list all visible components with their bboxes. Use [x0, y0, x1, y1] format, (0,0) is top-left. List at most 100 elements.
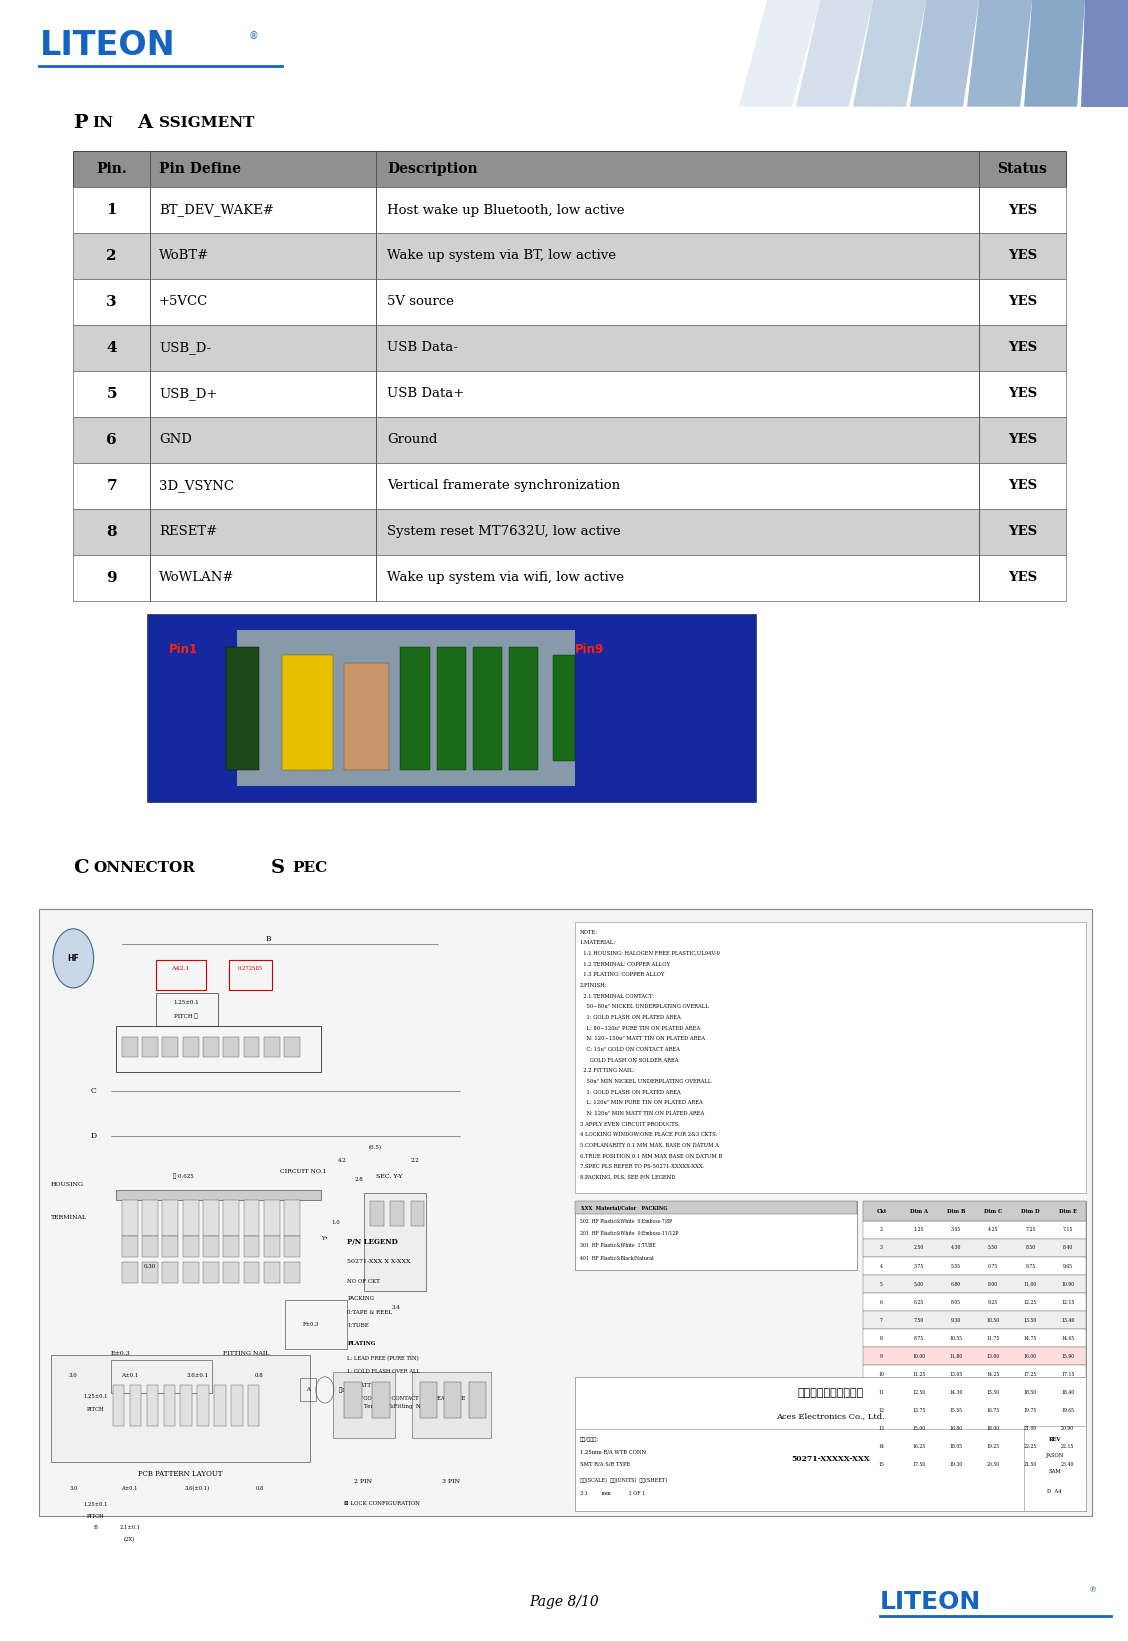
Bar [158, 630, 744, 786]
Text: Dim E: Dim E [1059, 1208, 1076, 1214]
Bar [575, 1377, 1086, 1511]
Text: 8: 8 [106, 525, 117, 538]
Text: PITCH: PITCH [87, 1513, 105, 1520]
Text: 9.65: 9.65 [1063, 1264, 1073, 1268]
Bar [73, 151, 1066, 187]
Text: 1: GOLD FLASH OVER ALL: 1: GOLD FLASH OVER ALL [347, 1369, 421, 1375]
Text: 50u" MIN NICKEL UNDERPLATING OVERALL: 50u" MIN NICKEL UNDERPLATING OVERALL [580, 1078, 711, 1085]
Text: 13.75: 13.75 [913, 1408, 925, 1413]
Text: 5: 5 [880, 1282, 883, 1287]
Text: 13.40: 13.40 [1061, 1318, 1074, 1323]
Bar [223, 1236, 239, 1257]
Text: USB Data+: USB Data+ [387, 387, 464, 400]
Text: YES: YES [1008, 387, 1037, 400]
Text: 20.50: 20.50 [987, 1462, 999, 1467]
Bar [284, 1236, 300, 1257]
Bar [158, 630, 237, 786]
Bar [364, 1193, 426, 1291]
Text: 13.00: 13.00 [987, 1354, 999, 1359]
Text: (6.5): (6.5) [369, 1144, 382, 1150]
Text: FITTING NAIL: FITTING NAIL [223, 1351, 270, 1357]
Polygon shape [1081, 0, 1128, 107]
Text: 10.90: 10.90 [1061, 1282, 1074, 1287]
Text: 2.1 TERMINAL CONTACT:: 2.1 TERMINAL CONTACT: [580, 993, 654, 999]
Text: 3.0: 3.0 [69, 1372, 78, 1378]
Bar [203, 1262, 219, 1283]
Bar [183, 1200, 199, 1236]
Text: B: B [94, 1524, 98, 1531]
Bar [300, 1378, 316, 1401]
Text: 3.0: 3.0 [69, 1485, 78, 1492]
Bar [197, 1385, 209, 1426]
Text: 8: 8 [880, 1336, 883, 1341]
Text: 7.SPEC PLS REFER TO PS-50271-XXXXX-XXX.: 7.SPEC PLS REFER TO PS-50271-XXXXX-XXX. [580, 1163, 704, 1170]
Text: 11.00: 11.00 [1024, 1282, 1037, 1287]
Bar [73, 279, 1066, 325]
Text: ®: ® [248, 31, 258, 41]
Text: 2.2 FITTING NAIL:: 2.2 FITTING NAIL: [580, 1068, 634, 1073]
Text: 1: GOLD FLASH ON PLATED AREA: 1: GOLD FLASH ON PLATED AREA [580, 1090, 680, 1095]
Text: Page 8/10: Page 8/10 [529, 1595, 599, 1608]
Text: 21.00: 21.00 [1024, 1426, 1037, 1431]
Bar [122, 1262, 138, 1283]
Text: Pin9: Pin9 [575, 643, 605, 656]
Bar [412, 1372, 491, 1438]
Text: SSIGMENT: SSIGMENT [159, 117, 255, 130]
Text: 6.TRUE POSITION 0.1 MM MAX BASE ON DATUM B: 6.TRUE POSITION 0.1 MM MAX BASE ON DATUM… [580, 1154, 722, 1159]
Text: 22.25: 22.25 [1024, 1444, 1037, 1449]
Text: 2: 2 [106, 249, 117, 263]
Bar [344, 663, 389, 770]
Text: P: P [73, 115, 88, 131]
Text: 7: 7 [880, 1318, 883, 1323]
Text: 3: 3 [106, 295, 117, 309]
Text: 20.90: 20.90 [1061, 1426, 1074, 1431]
Text: IN: IN [92, 117, 114, 130]
Text: 50~80u" NICKEL UNDERPLATING OVERALL: 50~80u" NICKEL UNDERPLATING OVERALL [580, 1004, 708, 1009]
Text: 50271-XXX X X-XXX: 50271-XXX X X-XXX [347, 1259, 411, 1265]
Text: 3.6±0.1: 3.6±0.1 [186, 1372, 209, 1378]
Text: Dim B: Dim B [946, 1208, 966, 1214]
Text: GOLD FLASH ON SOLDER AREA: GOLD FLASH ON SOLDER AREA [580, 1057, 678, 1063]
Text: PITCH ∅: PITCH ∅ [175, 1012, 197, 1019]
Text: YES: YES [1008, 203, 1037, 217]
Bar [73, 371, 1066, 417]
Text: E±0.3: E±0.3 [111, 1351, 131, 1357]
Text: 17.15: 17.15 [1061, 1372, 1074, 1377]
Text: 19.65: 19.65 [1061, 1408, 1074, 1413]
Text: N: MATT TN: N: MATT TN [347, 1382, 381, 1388]
Text: 8.40: 8.40 [1063, 1246, 1073, 1250]
Text: A±0.1: A±0.1 [122, 1485, 138, 1492]
Bar [437, 647, 466, 770]
Bar [162, 1200, 178, 1236]
Text: 4: 4 [106, 341, 117, 354]
Text: 8.PACKING, PLS, SEE P/N LEGEND: 8.PACKING, PLS, SEE P/N LEGEND [580, 1175, 676, 1180]
Text: L: 120u" MIN PURE TIN ON PLATED AREA: L: 120u" MIN PURE TIN ON PLATED AREA [580, 1099, 703, 1106]
Bar [223, 1262, 239, 1283]
Text: XXX  Material/Color   PACKING: XXX Material/Color PACKING [581, 1204, 668, 1211]
Text: 16.75: 16.75 [987, 1408, 999, 1413]
Bar [285, 1300, 347, 1349]
Bar [130, 1385, 141, 1426]
Text: D  A4: D A4 [1048, 1488, 1061, 1495]
Text: 7.50: 7.50 [914, 1318, 924, 1323]
Text: YES: YES [1008, 479, 1037, 492]
Bar [863, 1201, 1086, 1472]
Bar [575, 922, 1086, 1193]
Text: WoWLAN#: WoWLAN# [159, 571, 235, 584]
Text: 14.65: 14.65 [1061, 1336, 1074, 1341]
Text: 2.50: 2.50 [914, 1246, 924, 1250]
Text: 3: 3 [880, 1246, 883, 1250]
Bar [863, 1221, 1086, 1239]
Text: 6: 6 [106, 433, 117, 446]
Bar [863, 1383, 1086, 1401]
Text: Status: Status [997, 162, 1048, 176]
Bar [469, 1382, 486, 1418]
Text: YES: YES [1008, 341, 1037, 354]
Text: Wake up system via BT, low active: Wake up system via BT, low active [387, 249, 616, 263]
Text: A42.1: A42.1 [171, 965, 190, 971]
Bar [229, 960, 272, 990]
Text: Ground: Ground [387, 433, 438, 446]
Bar [284, 1262, 300, 1283]
Bar [183, 1262, 199, 1283]
Text: 9.75: 9.75 [1025, 1264, 1036, 1268]
